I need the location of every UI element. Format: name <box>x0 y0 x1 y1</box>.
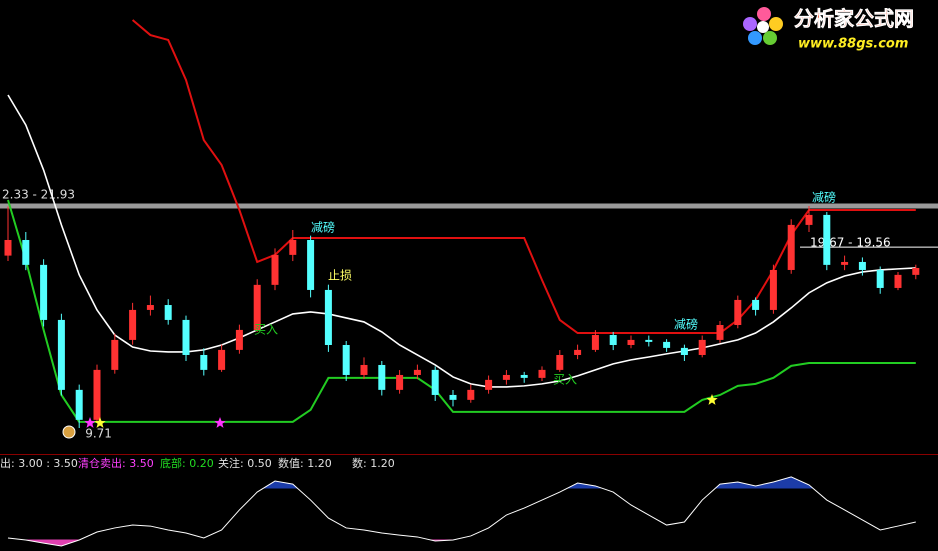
candle-body <box>182 319 190 355</box>
candle-body <box>645 339 653 342</box>
candle-body <box>858 261 866 270</box>
candle-body <box>609 335 617 345</box>
candle-body <box>253 284 261 330</box>
price-line-label: 2.33 - 21.93 <box>2 188 75 202</box>
candle-body <box>752 299 760 310</box>
candle-body <box>538 369 546 378</box>
candle-body <box>431 369 439 395</box>
indicator-line <box>7 94 916 388</box>
candle-body <box>235 329 243 350</box>
candle-body <box>396 374 404 390</box>
indicator-line <box>7 199 916 423</box>
candle-body <box>360 364 368 375</box>
low-marker <box>62 425 76 439</box>
low-label: 9.71 <box>85 427 112 441</box>
candle-body <box>734 299 742 326</box>
candle-body <box>146 305 154 310</box>
candle-body <box>93 369 101 420</box>
candle-body <box>271 254 279 285</box>
candle-body <box>912 267 920 275</box>
indicator-legend: 出: 3.00 : 3.50 <box>0 456 78 470</box>
logo-url: www.88gs.com <box>798 37 908 52</box>
candle-body <box>663 341 671 348</box>
star <box>84 417 96 428</box>
candle-body <box>200 354 208 370</box>
candle-body <box>4 239 12 256</box>
candle-body <box>75 389 83 420</box>
indicator-legend: 数: 1.20 <box>352 457 395 470</box>
candle-body <box>894 274 902 288</box>
annotation: 买入 <box>553 373 577 387</box>
candle-body <box>57 319 65 390</box>
candle-body <box>805 214 813 225</box>
candle-body <box>823 214 831 265</box>
candle-body <box>218 349 226 370</box>
candle-body <box>841 261 849 265</box>
star <box>94 417 106 428</box>
indicator-legend: 底部: 0.20 <box>160 456 214 470</box>
annotation: 止损 <box>328 269 352 283</box>
candle-body <box>289 239 297 255</box>
annotation: 减磅 <box>674 317 698 332</box>
candle-body <box>769 269 777 310</box>
logo-name: 分析家公式网 <box>794 7 914 31</box>
annotation: 减磅 <box>311 220 335 235</box>
star <box>214 417 226 428</box>
candle-body <box>22 239 30 265</box>
indicator-legend: 关注: 0.50 <box>218 456 272 470</box>
candle-body <box>502 374 510 380</box>
petal <box>769 17 783 31</box>
indicator-line <box>131 19 916 335</box>
high-zone-fill <box>8 476 916 489</box>
petal <box>748 31 762 45</box>
candle-body <box>485 379 493 390</box>
candle-body <box>111 339 119 370</box>
price-line-label: 19.67 - 19.56 <box>810 236 891 250</box>
candle-body <box>680 347 688 355</box>
annotation: 买入 <box>254 323 278 337</box>
candle-body <box>627 339 635 345</box>
indicator-legend: 清仓卖出: 3.50 <box>78 456 154 470</box>
candle-body <box>574 349 582 355</box>
candle-body <box>378 364 386 390</box>
candle-body <box>449 394 457 400</box>
candle-body <box>129 309 137 340</box>
indicator-legend: 数值: 1.20 <box>278 457 332 470</box>
candle-body <box>307 239 315 290</box>
candle-body <box>324 289 332 345</box>
oscillator-line <box>7 476 916 547</box>
candle-body <box>787 224 795 270</box>
candle-body <box>520 374 528 378</box>
candle-body <box>556 354 564 370</box>
annotation: 减磅 <box>812 190 836 205</box>
candle-body <box>342 344 350 375</box>
flower-center <box>757 21 769 33</box>
candle-body <box>716 325 724 340</box>
petal <box>743 17 757 31</box>
petal <box>757 7 771 21</box>
candle-body <box>591 335 599 350</box>
candle-body <box>467 389 475 400</box>
candle-body <box>413 369 421 375</box>
candle-body <box>40 264 48 320</box>
star <box>706 394 718 405</box>
logo: 分析家公式网 www.88gs.com <box>743 6 914 52</box>
candle-body <box>698 339 706 355</box>
candle-body <box>164 305 172 320</box>
petal <box>763 31 777 45</box>
candle-body <box>876 269 884 288</box>
